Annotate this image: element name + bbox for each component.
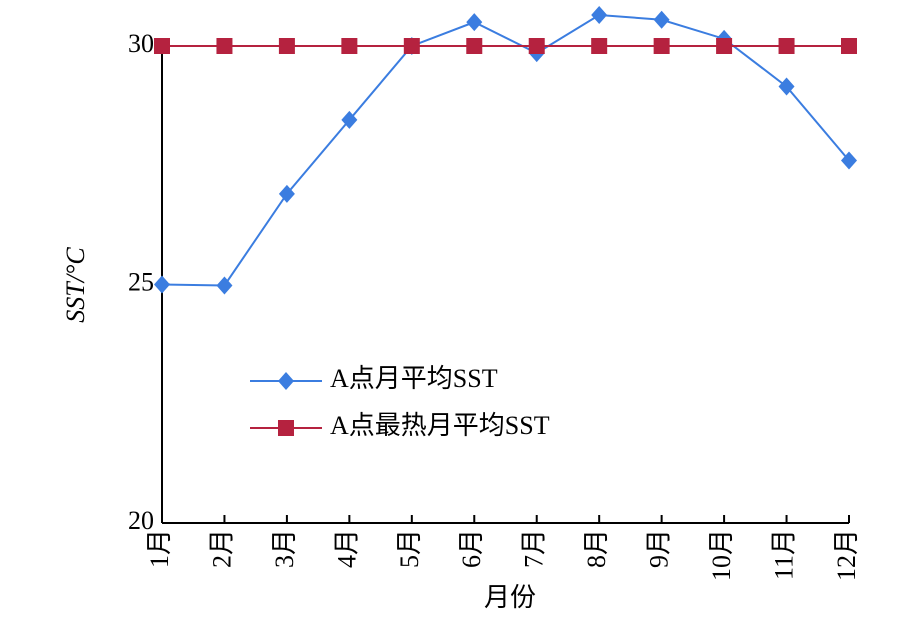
point: [653, 38, 670, 54]
y-axis-label: SST/°C: [61, 247, 90, 323]
point: [278, 38, 295, 54]
x-tick-label: 5月: [395, 529, 424, 568]
series-line: [161, 13, 850, 287]
point: [591, 38, 608, 54]
legend-label: A点月平均SST: [330, 364, 498, 393]
legend-marker: [278, 420, 294, 436]
point: [528, 38, 545, 54]
point: [278, 184, 295, 203]
point: [341, 38, 358, 54]
point: [591, 5, 608, 24]
point: [216, 38, 233, 54]
y-tick-label: 30: [128, 29, 154, 58]
legend-marker: [278, 372, 294, 390]
point: [403, 38, 420, 54]
point: [216, 276, 233, 295]
x-tick-label: 3月: [270, 529, 299, 568]
point: [466, 13, 483, 32]
point: [716, 38, 733, 54]
x-tick-label: 6月: [457, 529, 486, 568]
point: [154, 275, 170, 294]
y-tick-label: 25: [128, 267, 154, 296]
x-tick-label: 7月: [520, 529, 549, 568]
x-tick-label: 1月: [145, 529, 174, 568]
x-tick-label: 10月: [707, 529, 736, 581]
x-tick-label: 4月: [332, 529, 361, 568]
x-tick-label: 11月: [770, 529, 799, 580]
point: [778, 38, 795, 54]
point: [778, 77, 795, 96]
y-tick-label: 20: [128, 506, 154, 535]
point: [341, 110, 358, 129]
x-axis-label: 月份: [484, 583, 536, 612]
point: [653, 10, 670, 29]
point: [841, 38, 857, 54]
point: [841, 151, 857, 170]
x-tick-label: 2月: [207, 529, 236, 568]
x-tick-label: 12月: [832, 529, 861, 581]
x-tick-label: 8月: [582, 529, 611, 568]
point: [154, 38, 170, 54]
point: [466, 38, 483, 54]
legend-label: A点最热月平均SST: [330, 411, 550, 440]
x-tick-label: 9月: [645, 529, 674, 568]
